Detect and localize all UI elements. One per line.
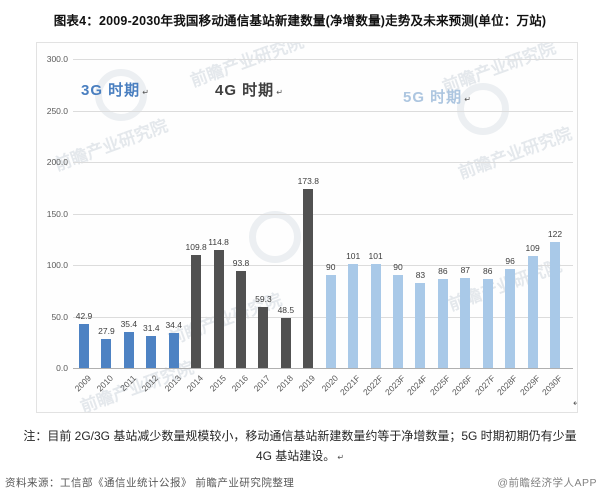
bar-2019 [303, 189, 314, 368]
bar-2018 [280, 318, 291, 368]
gridline-200 [73, 162, 573, 163]
gridline-100 [73, 265, 573, 266]
bar-value-label: 31.4 [143, 323, 160, 333]
gridline-0 [73, 368, 573, 369]
era-label-text: 3G 时期 [81, 82, 141, 99]
era-label-3g: 3G 时期 ↵ [81, 79, 150, 100]
y-axis-tick-label: 200.0 [46, 157, 68, 167]
paragraph-return-icon: ↵ [276, 88, 284, 97]
bar-2028F [505, 269, 516, 368]
y-axis-tick-label: 0.0 [56, 363, 68, 373]
bar-2017 [258, 307, 269, 368]
bar-value-label: 93.8 [232, 258, 250, 268]
watermark-text: 前瞻产业研究院 [456, 124, 575, 183]
bar-2030F [550, 242, 561, 368]
bar-2023F [393, 275, 404, 368]
bar-2015 [213, 250, 224, 368]
bar-value-label: 90 [393, 262, 403, 272]
y-axis-tick-label: 100.0 [46, 260, 68, 270]
y-axis-tick-label: 250.0 [46, 106, 68, 116]
note-line-1: 注：目前 2G/3G 基站减少数量规模较小，移动通信基站新建数量约等于净增数量；… [23, 429, 577, 443]
y-axis-tick-label: 150.0 [46, 209, 68, 219]
bar-2009 [79, 324, 89, 368]
bar-2013 [168, 333, 179, 368]
watermark-text: 前瞻产业研究院 [52, 116, 171, 175]
bar-value-label: 90 [325, 262, 336, 272]
bar-2029F [527, 256, 538, 368]
chart-title: 图表4：2009-2030年我国移动通信基站新建数量(净增数量)走势及未来预测(… [53, 14, 547, 28]
bar-2014 [191, 255, 202, 368]
bar-value-label: 35.4 [120, 319, 138, 329]
paragraph-return-icon: ↵ [464, 95, 472, 104]
bar-value-label: 42.9 [75, 311, 93, 321]
bar-value-label: 83 [415, 270, 426, 280]
bar-value-label: 101 [368, 251, 383, 261]
bar-2021F [348, 264, 359, 368]
era-label-4g: 4G 时期 ↵ [215, 79, 284, 100]
chart-area: 前瞻产业研究院 前瞻产业研究院 前瞻产业研究院 前瞻产业研究院 前瞻产业研究院 前瞻产业研… [36, 42, 578, 413]
bar-value-label: 59.3 [255, 294, 272, 304]
era-label-text: 4G 时期 [215, 82, 275, 99]
era-label-text: 5G 时期 [403, 89, 463, 106]
bar-value-label: 122 [547, 229, 563, 239]
gridline-250 [73, 111, 573, 112]
bar-value-label: 86 [483, 266, 493, 276]
bar-2010 [101, 339, 112, 368]
gridline-150 [73, 214, 573, 215]
bar-value-label: 114.8 [208, 237, 229, 247]
bar-2025F [437, 279, 448, 368]
bar-2027F [482, 279, 493, 368]
bar-value-label: 109.8 [185, 242, 207, 252]
bar-value-label: 96 [505, 256, 515, 266]
bar-value-label: 86 [438, 266, 448, 276]
bar-value-label: 87 [460, 265, 471, 275]
bar-value-label: 27.9 [98, 326, 115, 336]
bar-2011 [123, 332, 134, 368]
bar-2022F [370, 264, 381, 368]
bar-2012 [146, 336, 157, 368]
gridline-50 [73, 317, 573, 318]
chart-note: 注：目前 2G/3G 基站减少数量规模较小，移动通信基站新建数量约等于净增数量；… [0, 426, 600, 468]
bar-value-label: 173.8 [297, 176, 319, 186]
y-axis-tick-label: 50.0 [51, 312, 68, 322]
bar-value-label: 34.4 [165, 320, 182, 330]
bar-value-label: 101 [346, 251, 361, 261]
bar-2024F [415, 283, 426, 368]
paragraph-return-icon: ↵ [142, 88, 150, 97]
watermark-credit-text: @前瞻经济学人APP [497, 477, 597, 489]
gridline-300 [73, 59, 573, 60]
paragraph-return-icon: ↵ [337, 453, 345, 462]
y-axis-tick-label: 300.0 [46, 54, 68, 64]
note-line-2: 4G 基站建设。 ↵ [255, 449, 345, 463]
paragraph-return-icon: ↵ [573, 398, 577, 409]
bar-value-label: 48.5 [277, 305, 295, 315]
bar-2020 [325, 275, 336, 368]
watermark-logo-icon [249, 211, 301, 263]
bar-2016 [236, 271, 246, 368]
bar-2026F [460, 278, 471, 368]
data-source-text: 资料来源：工信部《通信业统计公报》 前瞻产业研究院整理 [5, 477, 295, 489]
bar-value-label: 109 [525, 243, 540, 253]
era-label-5g: 5G 时期 ↵ [403, 86, 472, 107]
